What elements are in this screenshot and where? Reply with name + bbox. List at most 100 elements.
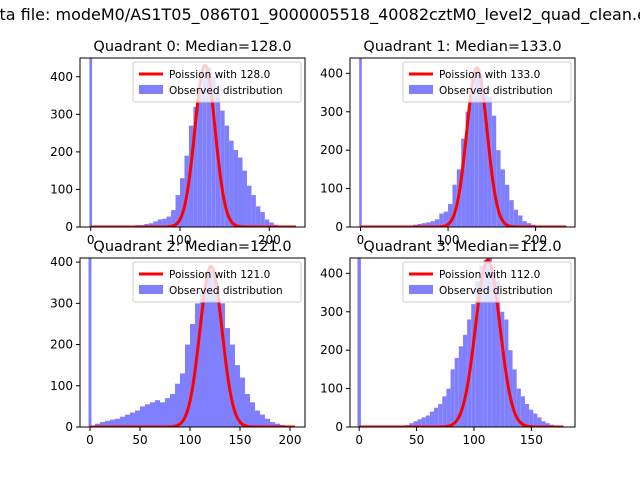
- axes-frame: [349, 257, 576, 428]
- subplot-title: Quadrant 0: Median=128.0: [93, 39, 291, 55]
- observed-bar: [175, 195, 180, 227]
- observed-bar: [512, 369, 517, 427]
- observed-bar: [461, 138, 466, 227]
- legend-label: Observed distribution: [439, 85, 553, 97]
- observed-bar: [190, 323, 195, 427]
- observed-bar: [516, 388, 521, 427]
- axes-frame: [349, 57, 576, 228]
- observed-bar: [105, 420, 110, 427]
- y-tick-label: 100: [320, 182, 343, 196]
- observed-bar: [474, 69, 479, 227]
- legend-patch-swatch: [139, 285, 163, 294]
- observed-bar: [504, 184, 510, 227]
- observed-bar: [465, 111, 470, 227]
- legend: Poission with 121.0 Observed distribution: [132, 261, 302, 303]
- observed-bar: [144, 223, 149, 227]
- x-tick-label: 150: [229, 433, 252, 447]
- observed-bar: [454, 357, 459, 427]
- observed-bar: [359, 58, 362, 227]
- observed-bar: [434, 407, 439, 427]
- y-tick-label: 200: [320, 143, 343, 157]
- observed-bar: [140, 406, 145, 427]
- observed-bar: [426, 222, 431, 227]
- x-tick-label: 0: [87, 233, 95, 247]
- observed-bar: [89, 58, 93, 227]
- y-tick-label: 0: [65, 420, 73, 434]
- observed-bar: [260, 211, 265, 227]
- legend-box: [132, 261, 302, 303]
- y-tick-label: 300: [50, 296, 73, 310]
- observed-bar: [421, 223, 427, 227]
- axes-frame: [79, 257, 306, 428]
- observed-bar: [195, 303, 200, 427]
- y-tick-label: 200: [320, 343, 343, 357]
- legend-patch-swatch: [409, 285, 433, 294]
- observed-bar: [230, 344, 235, 427]
- observed-bar: [175, 383, 180, 427]
- y-tick-label: 100: [320, 382, 343, 396]
- x-tick-label: 150: [520, 433, 543, 447]
- observed-bar: [479, 265, 484, 427]
- observed-bar: [270, 422, 275, 427]
- observed-bar: [524, 403, 530, 427]
- observed-bar: [452, 184, 457, 227]
- y-tick-label: 300: [320, 105, 343, 119]
- observed-bar: [518, 215, 523, 227]
- observed-bar: [442, 396, 447, 427]
- legend-patch-swatch: [139, 85, 163, 94]
- legend: Poission with 128.0 Observed distribution: [132, 61, 302, 103]
- observed-bar: [180, 373, 185, 427]
- observed-bar: [130, 412, 135, 427]
- x-tick-label: 200: [279, 433, 302, 447]
- observed-bar: [443, 211, 449, 227]
- observed-bar: [417, 223, 422, 227]
- observed-bar: [115, 418, 120, 427]
- observed-bar: [434, 219, 440, 227]
- observed-bar: [471, 304, 476, 427]
- x-tick-label: 50: [132, 433, 147, 447]
- observed-bar: [135, 410, 140, 427]
- x-tick-label: 0: [86, 433, 94, 447]
- observed-bar: [197, 88, 203, 227]
- legend-label: Poission with 133.0: [439, 69, 540, 81]
- observed-bar: [500, 311, 505, 427]
- x-tick-label: 100: [179, 433, 202, 447]
- legend-label: Poission with 112.0: [439, 269, 540, 281]
- observed-bar: [500, 169, 505, 227]
- observed-bar: [171, 210, 176, 227]
- observed-bar: [205, 272, 210, 427]
- subplot-quadrant-3: 0 50 100 150 0 100 200 300 400 Quadrant 3: Median…: [320, 239, 576, 447]
- observed-bar: [425, 415, 430, 427]
- observed-bar: [188, 125, 194, 227]
- observed-bar: [255, 206, 261, 227]
- observed-bar: [417, 419, 422, 427]
- legend: Poission with 133.0 Observed distribution: [402, 61, 572, 103]
- observed-bar: [170, 394, 175, 427]
- legend-label: Observed distribution: [169, 85, 283, 97]
- subplot-title: Quadrant 3: Median=112.0: [363, 239, 561, 255]
- subplot-title: Quadrant 1: Median=133.0: [363, 39, 561, 55]
- y-tick-label: 100: [50, 182, 73, 196]
- y-tick-label: 200: [50, 338, 73, 352]
- figure-suptitle: Data file: modeM0/AS1T05_086T01_90000055…: [0, 5, 640, 24]
- observed-bar: [88, 258, 92, 427]
- observed-bar: [529, 409, 534, 427]
- poisson-curve: [359, 66, 567, 227]
- y-tick-label: 400: [50, 70, 73, 84]
- observed-bar: [413, 421, 418, 427]
- observed-bar: [513, 209, 519, 227]
- y-tick-label: 400: [50, 255, 73, 269]
- subplot-quadrant-0: 0 100 200 0 100 200 300 400 Quadrant 0: Median=1…: [50, 39, 306, 247]
- observed-bar: [439, 213, 444, 227]
- observed-bar: [148, 223, 154, 227]
- observed-bar: [483, 259, 488, 427]
- x-tick-label: 100: [437, 233, 460, 247]
- observed-bar: [245, 394, 250, 427]
- axes-frame: [79, 57, 306, 228]
- plot-area: [359, 58, 567, 227]
- x-tick-label: 100: [463, 433, 486, 447]
- observed-bar: [150, 402, 155, 427]
- observed-bar: [202, 78, 207, 227]
- observed-bar: [110, 419, 115, 427]
- observed-bar: [166, 216, 172, 227]
